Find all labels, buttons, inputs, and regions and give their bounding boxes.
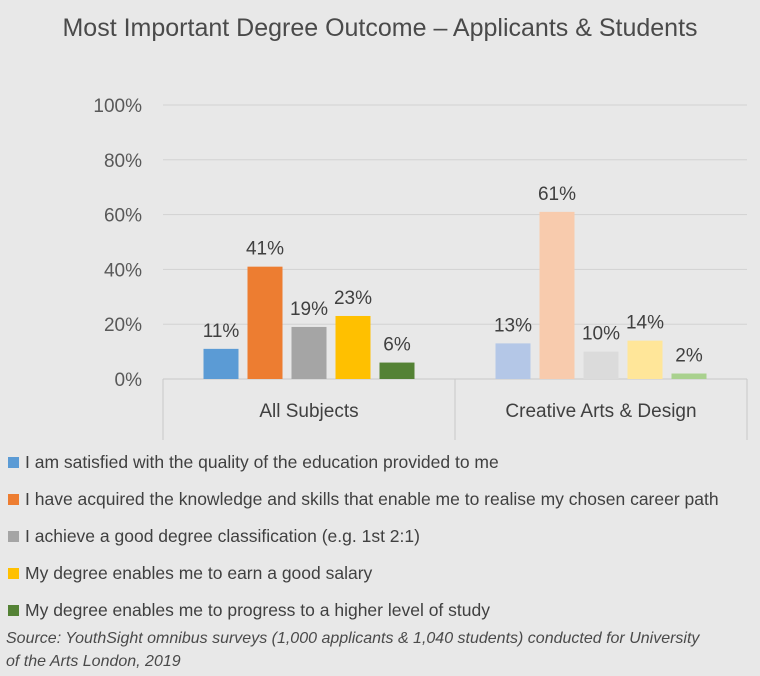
legend-swatch bbox=[8, 531, 19, 542]
y-tick-label: 60% bbox=[104, 206, 142, 227]
legend-swatch bbox=[8, 605, 19, 616]
y-tick-label: 100% bbox=[93, 96, 142, 117]
legend-label: I have acquired the knowledge and skills… bbox=[25, 489, 719, 509]
legend-label: My degree enables me to progress to a hi… bbox=[25, 600, 490, 620]
bar bbox=[335, 315, 371, 379]
legend-swatch bbox=[8, 457, 19, 468]
bar bbox=[247, 266, 283, 379]
bar bbox=[495, 343, 531, 379]
legend-label: I am satisfied with the quality of the e… bbox=[25, 452, 499, 472]
bar bbox=[539, 211, 575, 379]
data-label: 6% bbox=[383, 335, 411, 356]
data-label: 41% bbox=[246, 239, 284, 260]
source-note: Source: YouthSight omnibus surveys (1,00… bbox=[6, 630, 700, 670]
data-label: 10% bbox=[582, 324, 620, 345]
x-category-label: Creative Arts & Design bbox=[505, 401, 696, 422]
chart-title: Most Important Degree Outcome – Applican… bbox=[62, 14, 698, 42]
legend-label: My degree enables me to earn a good sala… bbox=[25, 563, 373, 583]
x-category-label: All Subjects bbox=[259, 401, 358, 422]
data-label: 2% bbox=[675, 346, 703, 367]
bar bbox=[627, 340, 663, 379]
bar bbox=[291, 326, 327, 379]
bar bbox=[379, 362, 415, 379]
y-tick-label: 40% bbox=[104, 260, 142, 281]
legend-swatch bbox=[8, 568, 19, 579]
legend-item: I achieve a good degree classification (… bbox=[8, 518, 719, 555]
chart-legend: I am satisfied with the quality of the e… bbox=[8, 444, 719, 629]
y-tick-label: 20% bbox=[104, 315, 142, 336]
data-label: 13% bbox=[494, 315, 532, 336]
legend-label: I achieve a good degree classification (… bbox=[25, 526, 420, 546]
data-label: 61% bbox=[538, 184, 576, 205]
legend-item: I have acquired the knowledge and skills… bbox=[8, 481, 719, 518]
bar-chart: 0% 20% 40% 60% 80% 100% 11% 41% 19% 23% 6% All Subj… bbox=[93, 96, 748, 440]
legend-item: My degree enables me to earn a good sala… bbox=[8, 555, 719, 592]
y-tick-label: 80% bbox=[104, 151, 142, 172]
legend-item: I am satisfied with the quality of the e… bbox=[8, 444, 719, 481]
bar bbox=[583, 351, 619, 379]
data-label: 14% bbox=[626, 313, 664, 334]
legend-item: My degree enables me to progress to a hi… bbox=[8, 592, 719, 629]
data-label: 23% bbox=[334, 288, 372, 309]
data-label: 19% bbox=[290, 299, 328, 320]
legend-swatch bbox=[8, 494, 19, 505]
bar bbox=[671, 373, 707, 379]
data-label: 11% bbox=[203, 321, 240, 342]
bar bbox=[203, 348, 239, 379]
y-tick-label: 0% bbox=[115, 370, 143, 391]
